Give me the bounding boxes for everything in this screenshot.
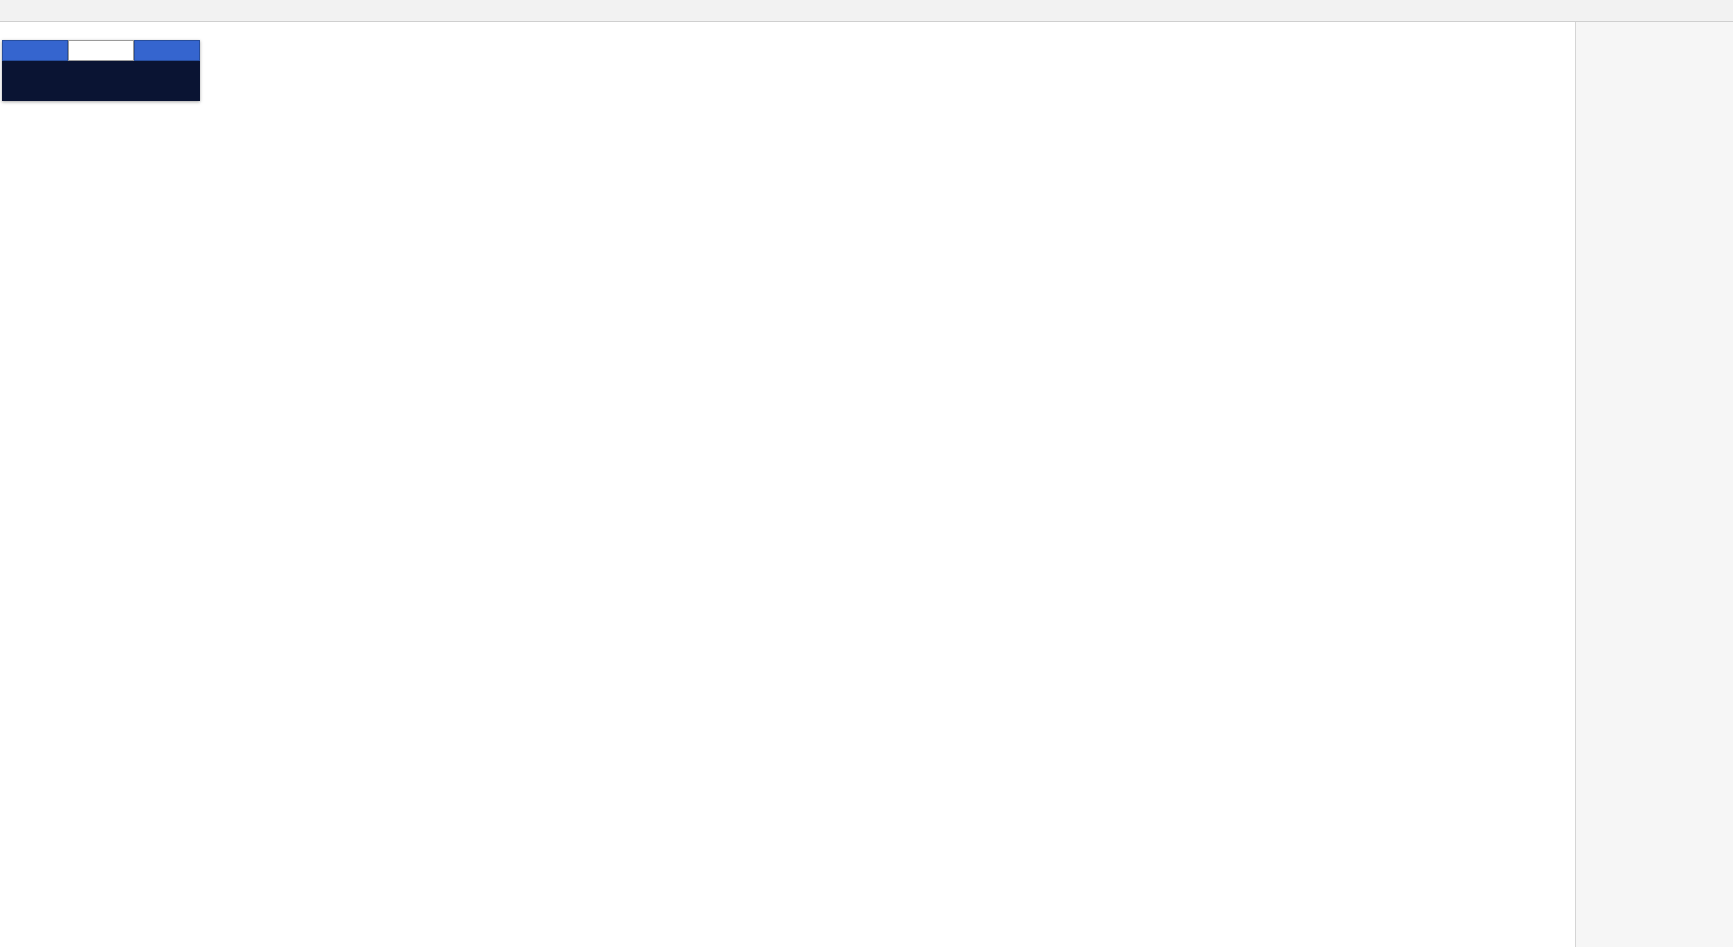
chart-canvas[interactable] <box>0 0 1575 947</box>
sell-button[interactable] <box>2 40 68 61</box>
right-empty-area <box>1575 22 1733 947</box>
volume-input[interactable] <box>68 40 134 61</box>
one-click-trading-panel <box>2 40 200 101</box>
buy-button[interactable] <box>134 40 200 61</box>
buy-price[interactable] <box>101 69 200 93</box>
toolbar <box>0 0 1733 22</box>
sell-price[interactable] <box>2 69 101 93</box>
